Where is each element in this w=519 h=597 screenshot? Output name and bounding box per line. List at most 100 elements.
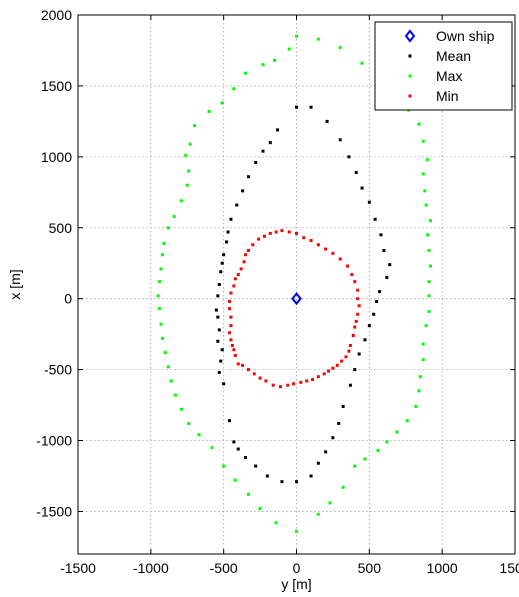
min-point (229, 338, 233, 342)
max-point (316, 512, 320, 516)
max-point (424, 324, 428, 328)
mean-point (373, 217, 377, 221)
y-tick-label: -500 (44, 362, 72, 378)
min-point (340, 359, 344, 363)
mean-point (220, 261, 224, 265)
min-point (311, 378, 315, 382)
min-point (262, 234, 266, 238)
y-tick-label: 1500 (41, 78, 72, 94)
mean-point (254, 464, 258, 468)
max-point (246, 492, 250, 496)
min-point (246, 368, 250, 372)
min-point (353, 280, 357, 284)
min-point (242, 260, 246, 264)
mean-point (222, 253, 226, 257)
mean-point (219, 359, 223, 363)
max-point (417, 122, 421, 126)
min-point (280, 229, 284, 233)
y-tick-label: 2000 (41, 7, 72, 23)
min-point (258, 376, 262, 380)
min-point (302, 236, 306, 240)
max-point (220, 101, 224, 105)
min-point (236, 273, 240, 277)
min-point (241, 363, 245, 367)
max-point (162, 241, 166, 245)
max-point (295, 529, 298, 533)
max-point (418, 375, 422, 379)
mean-point (309, 105, 313, 109)
x-tick-label: 1000 (427, 560, 458, 576)
mean-point (367, 324, 371, 328)
mean-point (232, 440, 236, 444)
mean-point (341, 404, 345, 408)
max-point (184, 153, 188, 157)
max-point (207, 109, 211, 113)
legend-label: Mean (436, 48, 471, 64)
max-point (405, 419, 409, 423)
mean-point (235, 203, 239, 207)
min-point (246, 248, 250, 252)
mean-point (309, 474, 313, 478)
mean-point (217, 328, 221, 332)
max-point (427, 280, 431, 284)
legend-box (374, 21, 513, 111)
mean-point (325, 119, 329, 123)
min-point (335, 363, 339, 367)
min-point (353, 325, 357, 329)
axis-ticks: -1500 -1000 -500 0 500 1000 1500 -1500 -1000 -500… (36, 7, 519, 576)
max-point (274, 521, 278, 525)
min-point (354, 319, 358, 323)
min-point (264, 379, 268, 383)
max-point (353, 464, 357, 468)
max-point (174, 393, 178, 397)
mean-point (246, 175, 250, 179)
min-point (348, 343, 352, 347)
legend-marker (408, 74, 412, 78)
min-point (286, 383, 290, 387)
max-point (159, 267, 163, 271)
mean-point (378, 290, 382, 294)
min-point (299, 380, 303, 384)
max-point (172, 214, 176, 218)
min-point (295, 231, 298, 235)
min-point (232, 284, 236, 288)
mean-point (280, 480, 284, 484)
min-point (324, 247, 328, 251)
mean-point (338, 138, 342, 142)
mean-point (367, 200, 371, 204)
max-point (426, 233, 430, 237)
min-point (268, 231, 272, 235)
max-point (427, 294, 431, 298)
min-point (233, 353, 237, 357)
max-point (158, 307, 162, 311)
mean-point (379, 233, 383, 237)
min-point (227, 331, 231, 335)
max-point (244, 71, 248, 75)
min-point (227, 300, 231, 304)
min-point (322, 372, 326, 376)
mean-point (331, 436, 335, 440)
mean-point (363, 338, 367, 342)
max-point (417, 389, 421, 393)
min-point (274, 230, 278, 234)
mean-point (226, 230, 230, 234)
min-point (351, 334, 355, 338)
max-point (429, 264, 433, 268)
max-point (423, 189, 427, 193)
mean-point (214, 308, 218, 312)
min-point (236, 362, 240, 366)
x-tick-label: -1500 (60, 560, 96, 576)
max-point (159, 322, 163, 326)
mean-point (295, 105, 298, 109)
mean-point (216, 315, 220, 319)
mean-point (347, 155, 351, 159)
x-tick-label: 0 (293, 560, 301, 576)
min-point (229, 291, 233, 295)
max-point (427, 248, 431, 252)
max-point (233, 478, 237, 482)
legend-label: Min (436, 88, 459, 104)
max-point (169, 379, 173, 383)
mean-point (222, 382, 226, 386)
min-point (257, 237, 261, 241)
